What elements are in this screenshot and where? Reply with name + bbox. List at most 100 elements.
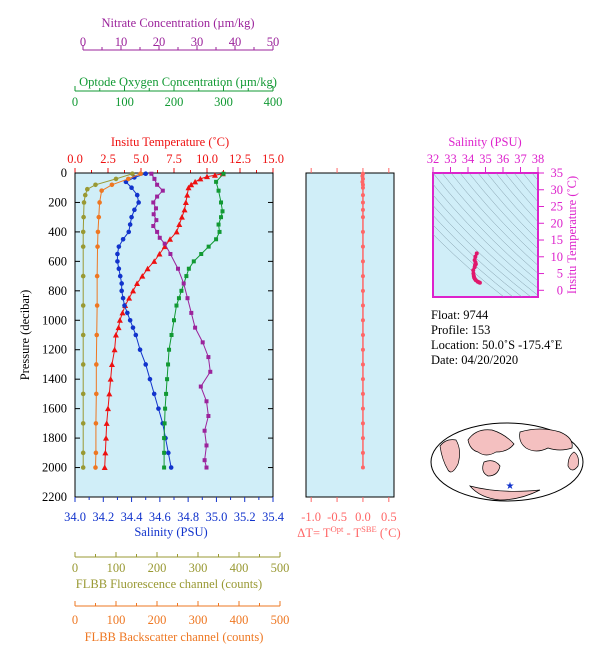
ts-temperature-tick-label: 5 <box>557 267 563 281</box>
oxygen-tick-label: 200 <box>165 95 184 109</box>
ts-temperature-ticks: 0 5 10 15 20 25 30 35 <box>538 166 563 297</box>
nitrate-point <box>160 188 165 193</box>
delta-t-point <box>360 362 365 367</box>
pressure-tick-label: 1400 <box>42 372 67 386</box>
backscatter-tick-label: 0 <box>72 613 78 627</box>
delta-t-panel <box>305 172 395 498</box>
delta-t-point <box>360 179 365 184</box>
salinity-point <box>132 207 137 213</box>
ts-isopycnal <box>495 173 538 223</box>
backscatter-point <box>126 176 131 182</box>
delta-t-point <box>360 333 365 337</box>
delta-t-point <box>360 200 365 205</box>
fluorescence-tick-label: 200 <box>148 561 167 575</box>
delta-t-point <box>360 182 365 187</box>
ts-isopycnal <box>433 233 505 297</box>
ts-temperature-tick-label: 25 <box>551 200 564 214</box>
ts-isopycnal <box>504 173 538 213</box>
delta-t-point <box>360 391 365 396</box>
fluorescence-point <box>80 362 86 367</box>
map-landmass <box>567 451 579 471</box>
temperature-point <box>184 192 191 198</box>
delta-t-label-sup1: Opt <box>331 524 344 534</box>
delta-t-tick-label: -0.5 <box>327 510 347 524</box>
salinity-point <box>134 192 140 198</box>
delta-t-point <box>360 421 365 426</box>
pressure-tick-label: 1000 <box>42 313 67 327</box>
profile-number: Profile: 153 <box>431 323 490 337</box>
delta-t-axis-label: ΔT= TOpt - TSBE (˚C) <box>297 524 400 540</box>
delta-t-point <box>360 215 365 220</box>
nitrate-point <box>155 182 160 187</box>
nitrate-axis: Nitrate Concentration (µm/kg) 0 10 20 30 40 5… <box>80 16 279 51</box>
salinity-point <box>129 185 134 191</box>
salinity-point <box>117 273 123 279</box>
fluorescence-point <box>81 200 87 205</box>
salinity-point <box>143 171 149 177</box>
nitrate-point <box>151 200 156 205</box>
backscatter-ticks: 0 100 200 300 400 500 <box>72 601 289 627</box>
oxygen-point <box>179 288 184 293</box>
salinity-point <box>136 200 141 205</box>
salinity-point <box>129 214 134 220</box>
date: Date: 04/20/2020 <box>431 353 518 367</box>
fluorescence-point <box>80 332 86 338</box>
backscatter-point <box>94 332 100 338</box>
temperature-point <box>167 236 174 242</box>
ts-series <box>471 251 482 285</box>
delta-t-point <box>360 465 365 470</box>
backscatter-axis: 0 100 200 300 400 500 FLBB Backscatter channe… <box>72 601 289 644</box>
temperature-point <box>156 251 163 257</box>
backscatter-tick-label: 100 <box>107 613 126 627</box>
backscatter-tick-label: 400 <box>230 613 249 627</box>
oxygen-point <box>176 296 181 301</box>
nitrate-ticks: 0 10 20 30 40 50 <box>80 35 279 50</box>
oxygen-point <box>217 229 222 234</box>
fluorescence-tick-label: 400 <box>230 561 249 575</box>
map-landmass <box>482 460 501 477</box>
oxygen-tick-label: 400 <box>264 95 283 109</box>
temperature-point <box>204 173 210 180</box>
temperature-point <box>115 324 122 331</box>
temperature-point <box>103 435 110 441</box>
pressure-tick-label: 2000 <box>42 461 67 475</box>
nitrate-point <box>198 384 203 389</box>
salinity-ticks: 34.0 34.2 34.4 34.6 34.8 35.0 35.2 35.4 <box>64 497 285 524</box>
temperature-point <box>188 181 195 188</box>
ts-point <box>473 254 478 259</box>
oxygen-point <box>216 188 221 193</box>
ts-isopycnal <box>450 173 538 266</box>
nitrate-tick-label: 20 <box>153 35 166 49</box>
nitrate-point <box>206 414 211 418</box>
delta-t-point <box>360 318 365 323</box>
salinity-point <box>115 251 120 257</box>
pressure-tick-label: 1800 <box>42 431 67 445</box>
temperature-point <box>102 449 109 456</box>
backscatter-point <box>94 362 99 367</box>
salinity-axis-label: Salinity (PSU) <box>134 525 207 539</box>
salinity-tick-label: 34.8 <box>177 510 199 524</box>
salinity-point <box>143 362 149 367</box>
fluorescence-point <box>81 214 86 220</box>
map-landmass <box>439 439 460 473</box>
delta-t-label-suffix: (˚C) <box>377 526 401 540</box>
delta-t-point <box>360 274 365 279</box>
temperature-tick-label: 12.5 <box>229 152 251 166</box>
nitrate-point <box>149 171 154 176</box>
pressure-tick-label: 1200 <box>42 343 67 357</box>
temperature-point <box>139 273 146 279</box>
oxygen-point <box>174 303 179 308</box>
temperature-point <box>111 346 118 353</box>
map-landmass <box>467 429 515 456</box>
oxygen-point <box>199 252 204 256</box>
salinity-tick-label: 34.4 <box>121 510 144 524</box>
backscatter-point <box>109 182 115 188</box>
backscatter-point <box>94 273 100 279</box>
salinity-point <box>133 332 139 338</box>
nitrate-point <box>185 296 190 301</box>
nitrate-tick-label: 0 <box>80 35 86 49</box>
salinity-point <box>119 281 124 286</box>
oxygen-point <box>162 436 167 441</box>
salinity-tick-label: 34.6 <box>149 510 171 524</box>
